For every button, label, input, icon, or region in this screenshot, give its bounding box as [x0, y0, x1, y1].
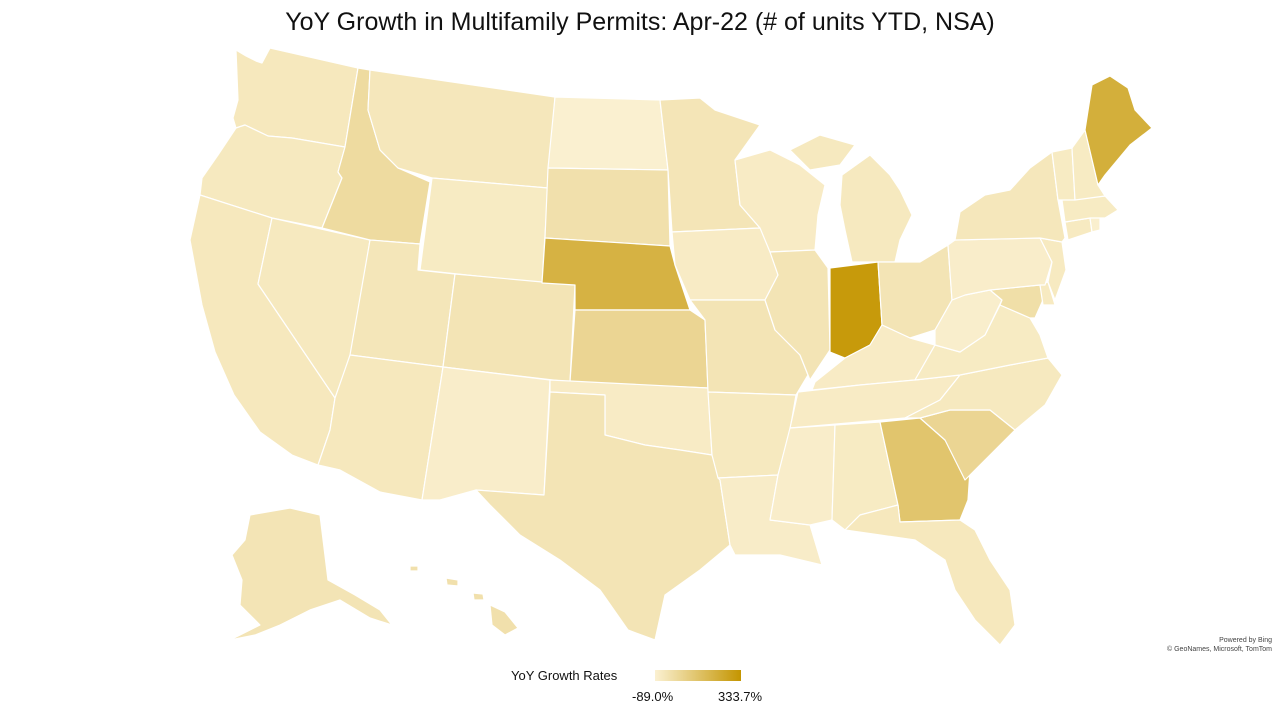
state-florida[interactable] [844, 504, 1016, 646]
legend-label: YoY Growth Rates [511, 668, 618, 683]
state-wyoming[interactable] [419, 177, 549, 284]
state-new-york[interactable] [954, 151, 1066, 243]
state-maine[interactable] [1084, 75, 1153, 186]
state-michigan[interactable] [789, 134, 913, 263]
state-rhode-island[interactable] [1089, 216, 1101, 233]
state-hawaii[interactable] [409, 565, 519, 636]
state-new-mexico[interactable] [421, 366, 551, 501]
legend-max-label: 333.7% [718, 689, 763, 704]
state-alaska[interactable] [229, 507, 393, 641]
state-iowa[interactable] [671, 227, 779, 301]
state-texas[interactable] [475, 391, 731, 641]
state-north-dakota[interactable] [547, 96, 669, 171]
legend-gradient-bar [655, 670, 741, 681]
attribution-powered-by: Powered by Bing [1219, 637, 1272, 644]
state-new-hampshire[interactable] [1071, 129, 1106, 201]
state-colorado[interactable] [442, 273, 576, 383]
attribution-copyright: © GeoNames, Microsoft, TomTom [1167, 646, 1272, 653]
state-wisconsin[interactable] [734, 149, 826, 253]
state-illinois[interactable] [764, 249, 831, 381]
state-south-dakota[interactable] [544, 167, 671, 247]
legend-min-label: -89.0% [632, 689, 674, 704]
state-kansas[interactable] [569, 309, 709, 389]
map-title: YoY Growth in Multifamily Permits: Apr-2… [285, 8, 995, 36]
map-attribution: Powered by Bing © GeoNames, Microsoft, T… [1167, 636, 1272, 654]
state-vermont[interactable] [1051, 147, 1076, 201]
